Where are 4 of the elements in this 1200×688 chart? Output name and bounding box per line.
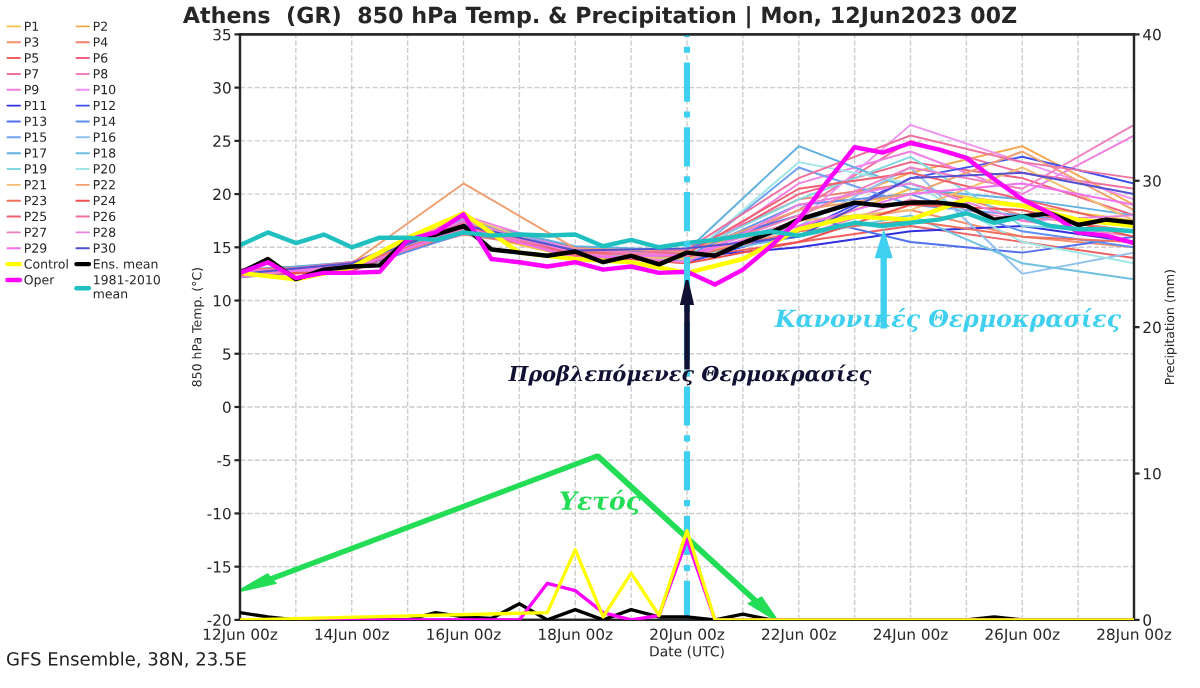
annotation: Προβλεπόμενες Θερμοκρασίες [508, 364, 872, 386]
chart-title: Athens (GR) 850 hPa Temp. & Precipitation | Mon, 12Jun2023 00Z [182, 6, 1017, 29]
text: GFS Ensemble, 38N, 23.5E [7, 651, 246, 668]
annotation: Υετός [560, 489, 641, 515]
